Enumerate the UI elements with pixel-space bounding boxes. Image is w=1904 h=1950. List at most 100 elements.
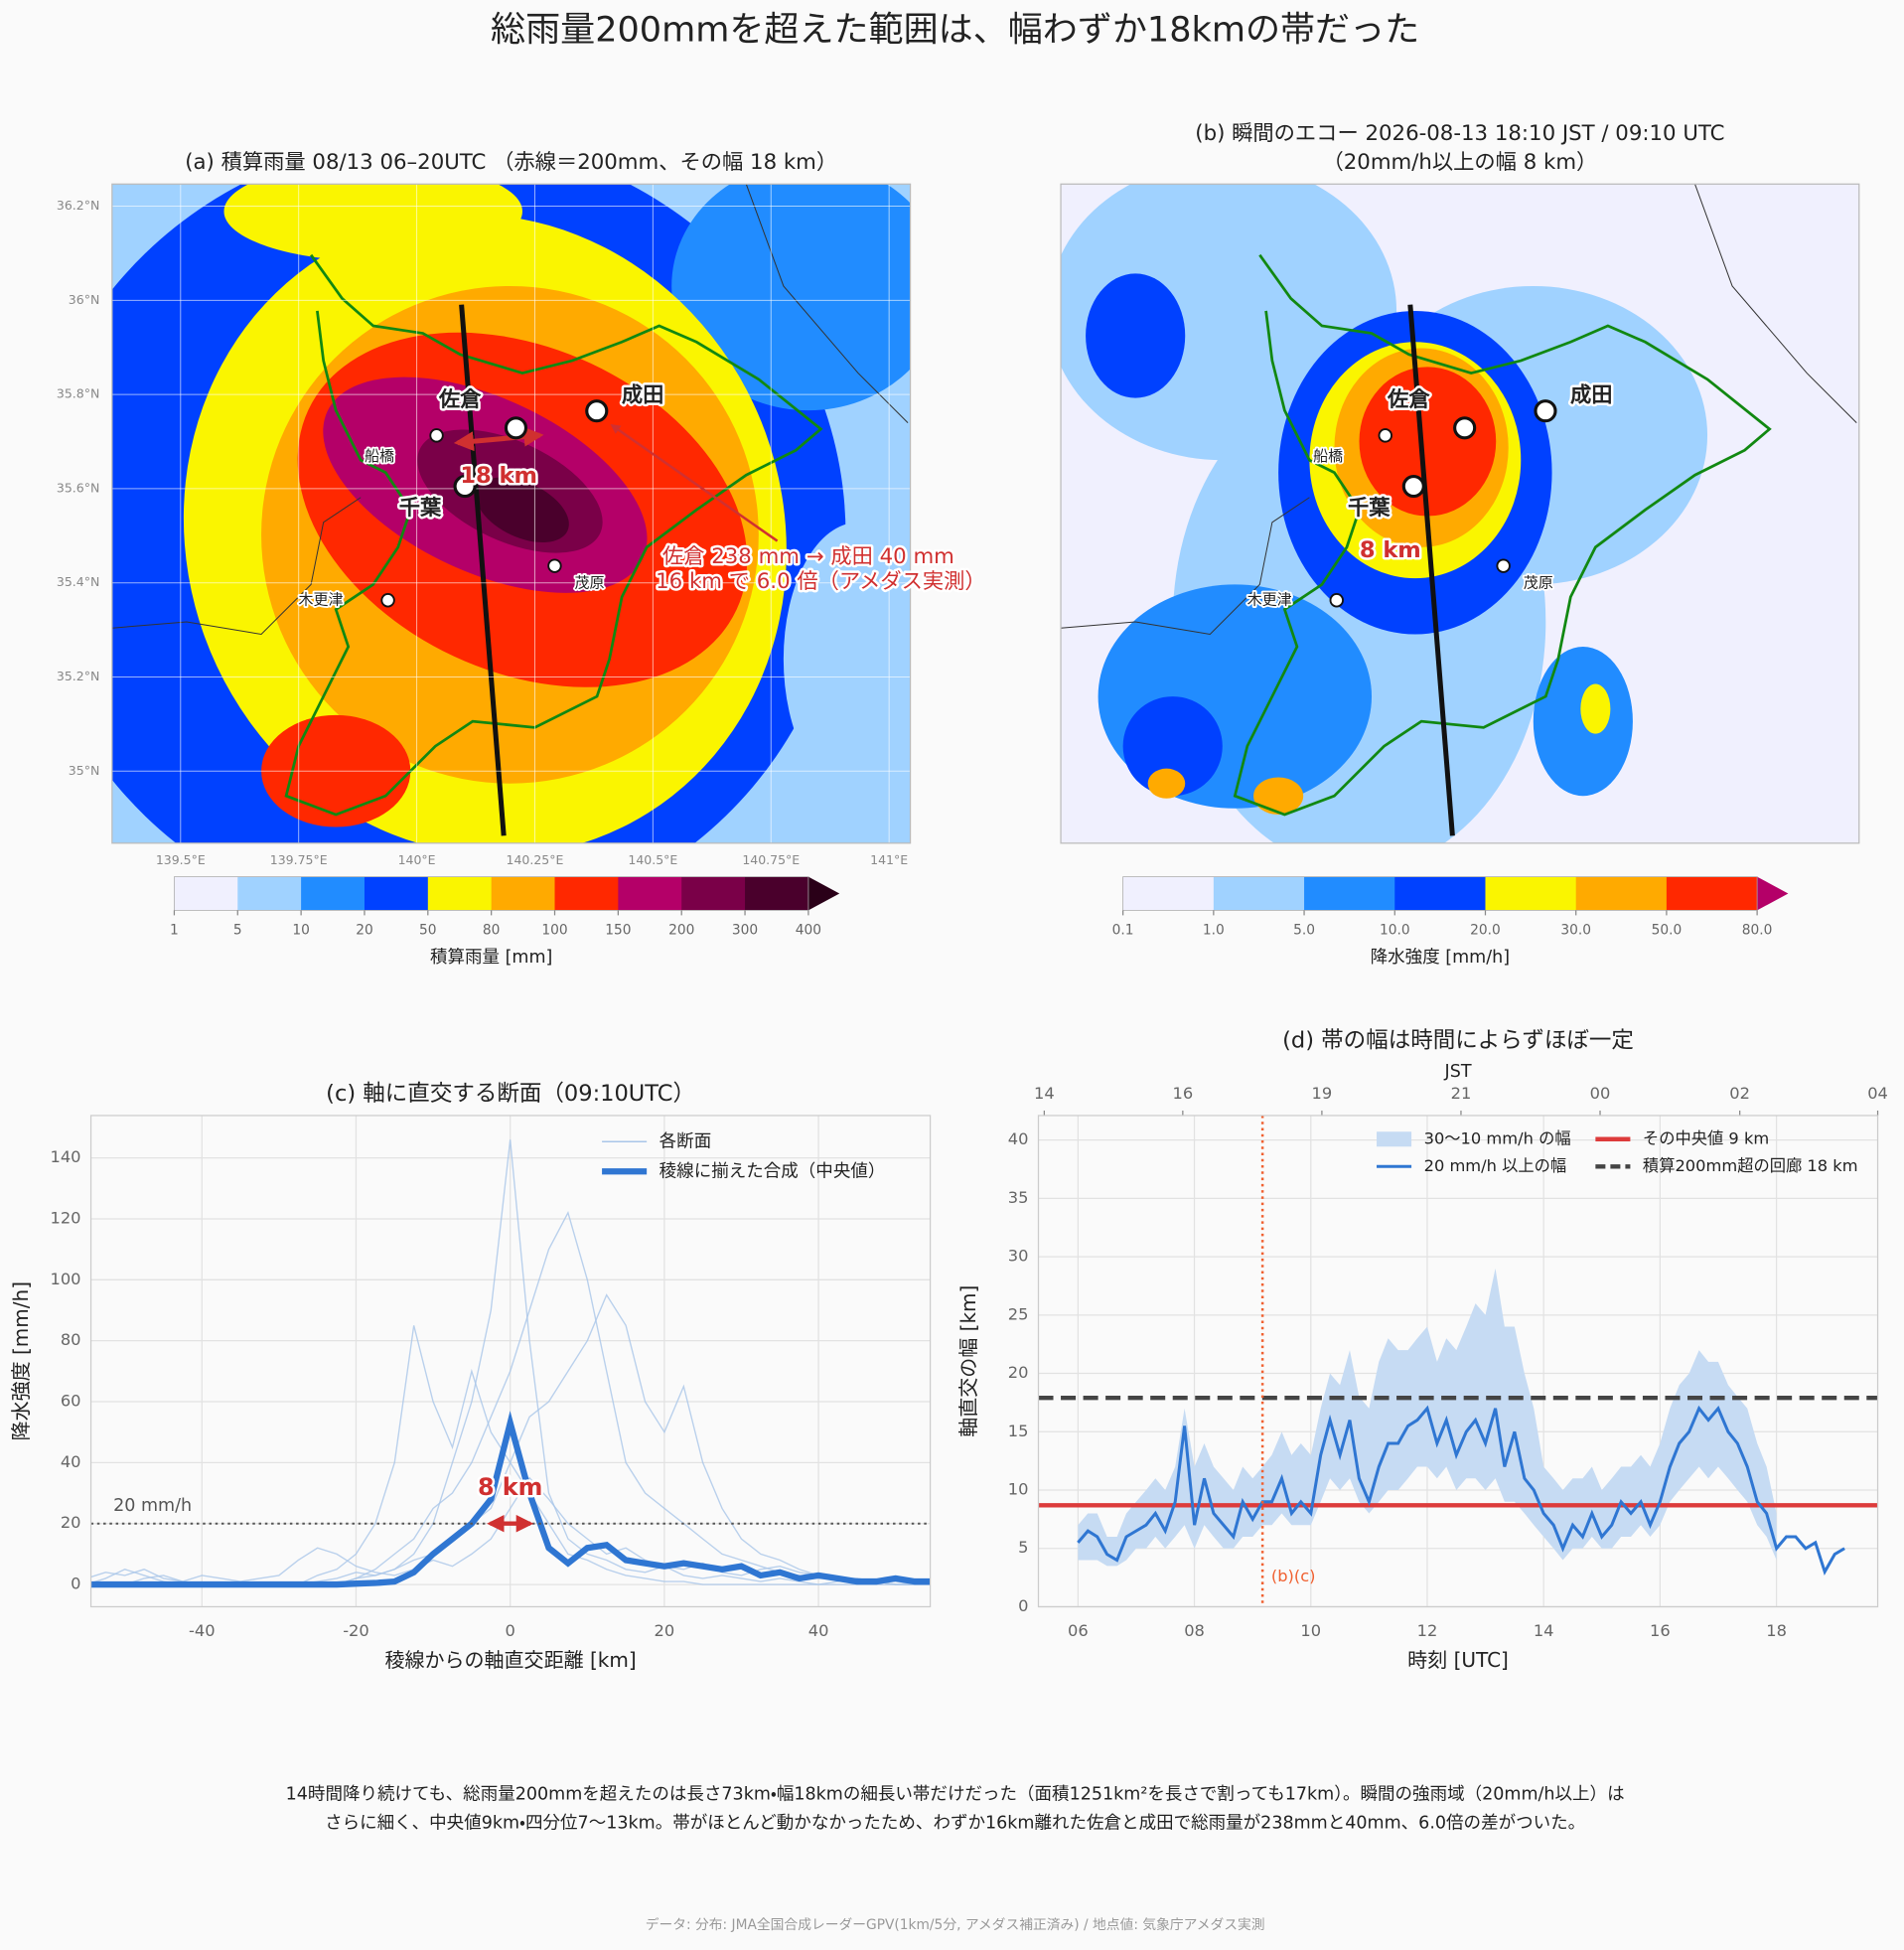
rain-field	[1580, 683, 1611, 734]
caption: 14時間降り続けても、総雨量200mmを超えたのは長さ73km・幅18kmの細長…	[286, 1785, 1625, 1805]
colorbar-tick-label: 400	[796, 922, 821, 938]
y-tick-label: 0	[1018, 1596, 1028, 1615]
prefecture-border	[1061, 497, 1310, 636]
x-tick-label: -20	[343, 1621, 369, 1640]
y-tick-label: 30	[1008, 1247, 1029, 1266]
map-area	[111, 184, 911, 843]
place-label: 佐倉	[438, 386, 482, 412]
place-marker	[453, 474, 477, 499]
y-tick-label: 35°N	[69, 763, 100, 778]
place-marker	[547, 558, 562, 573]
place-marker	[380, 593, 395, 608]
y-tick-label: 5	[1018, 1538, 1028, 1557]
place-marker	[1453, 416, 1477, 440]
colorbar-frame	[1122, 876, 1758, 911]
place-marker	[504, 416, 528, 440]
colorbar-extension	[807, 876, 840, 911]
rain-field	[1122, 696, 1223, 797]
chart-title: (d) 帯の幅は時間によらずほぼ一定	[1282, 1027, 1634, 1053]
x-tick-label: 140°E	[398, 852, 436, 867]
caption: さらに細く、中央値9km・四分位7〜13km。帯がほとんど動かなかったため、わず…	[325, 1813, 1585, 1833]
colorbar-cell	[1394, 876, 1487, 911]
y-tick-label: 20	[1008, 1363, 1029, 1382]
colorbar-cell	[1213, 876, 1305, 911]
ridge-axis	[459, 304, 507, 836]
legend-label: 30〜10 mm/h の幅	[1424, 1128, 1571, 1147]
y-tick-label: 35	[1008, 1188, 1029, 1207]
series-line	[1077, 1405, 1845, 1576]
map-frame	[1060, 183, 1860, 844]
profile-line	[90, 1476, 931, 1585]
colorbar-cell	[1666, 876, 1758, 911]
place-marker	[1496, 558, 1511, 573]
place-label: 千葉	[1348, 496, 1391, 521]
legend-label: 稜線に揃えた合成（中央値）	[659, 1161, 886, 1181]
coastline	[284, 253, 823, 817]
plot-frame	[89, 1115, 932, 1608]
map-subtitle: （20mm/h以上の幅 8 km）	[1323, 150, 1598, 175]
colorbar-cell	[301, 876, 366, 911]
y-tick-label: 36.2°N	[57, 198, 99, 213]
y-tick-label: 140	[50, 1147, 80, 1166]
map-title: (a) 積算雨量 08/13 06–20UTC （赤線＝200mm、その幅 18…	[185, 150, 837, 175]
y-tick-label: 100	[50, 1270, 80, 1288]
place-label: 木更津	[298, 591, 343, 609]
colorbar-tick-label: 10	[292, 922, 310, 938]
colorbar-cell	[1575, 876, 1668, 911]
coastline	[1233, 253, 1772, 817]
place-marker	[429, 428, 444, 443]
colorbar-cell	[364, 876, 429, 911]
colorbar-tick-label: 5.0	[1293, 922, 1315, 938]
y-tick-label: 0	[71, 1575, 80, 1593]
chart-title: (c) 軸に直交する断面（09:10UTC）	[326, 1081, 695, 1107]
x-tick-label: -40	[189, 1621, 216, 1640]
x2-tick-label: 04	[1867, 1084, 1888, 1103]
colorbar-label: 積算雨量 [mm]	[430, 948, 552, 968]
place-marker	[1401, 474, 1425, 499]
rain-field	[783, 522, 911, 797]
colorbar-extension	[1757, 876, 1789, 911]
y-tick-label: 40	[1008, 1129, 1029, 1148]
x-tick-label: 139.75°E	[270, 852, 328, 867]
event-label: (b)(c)	[1271, 1567, 1316, 1585]
ridge-axis	[1407, 304, 1455, 836]
y-tick-label: 20	[61, 1513, 81, 1532]
prefecture-border	[111, 497, 362, 636]
x-tick-label: 140.75°E	[742, 852, 800, 867]
x-tick-label: 20	[655, 1621, 675, 1640]
colorbar-cell	[237, 876, 302, 911]
x-tick-label: 18	[1766, 1621, 1787, 1640]
x-tick-label: 140.25°E	[507, 852, 564, 867]
rain-field	[671, 184, 911, 411]
place-label: 成田	[622, 383, 664, 408]
colorbar-tick-label: 100	[541, 922, 567, 938]
colorbar-cell	[1485, 876, 1577, 911]
y-tick-label: 35.4°N	[57, 574, 99, 589]
colorbar-tick-label: 1.0	[1203, 922, 1225, 938]
colorbar-tick-label: 50.0	[1652, 922, 1683, 938]
place-label: 船橋	[365, 447, 394, 465]
colorbar-tick-label: 150	[605, 922, 631, 938]
colorbar-cell	[618, 876, 682, 911]
x2-tick-label: 21	[1451, 1084, 1472, 1103]
plot-content	[90, 1139, 931, 1588]
rain-field	[1086, 273, 1186, 398]
width-arrow	[453, 426, 544, 452]
colorbar-cell	[554, 876, 619, 911]
threshold-label: 20 mm/h	[113, 1496, 192, 1516]
y-tick-label: 80	[61, 1330, 81, 1349]
annotation: 18 km	[460, 463, 537, 489]
place-label: 船橋	[1313, 447, 1343, 465]
colorbar-tick-label: 0.1	[1112, 922, 1134, 938]
map-frame	[111, 183, 912, 844]
colorbar-tick-label: 300	[732, 922, 758, 938]
map-title: (b) 瞬間のエコー 2026-08-13 18:10 JST / 09:10 …	[1195, 121, 1724, 146]
colorbar-tick-label: 200	[668, 922, 694, 938]
x-axis-label: 時刻 [UTC]	[1407, 1648, 1509, 1672]
place-marker	[1534, 399, 1557, 423]
series-line	[90, 1411, 931, 1588]
colorbar-label: 降水強度 [mm/h]	[1371, 948, 1510, 968]
legend-label: 積算200mm超の回廊 18 km	[1643, 1156, 1858, 1175]
